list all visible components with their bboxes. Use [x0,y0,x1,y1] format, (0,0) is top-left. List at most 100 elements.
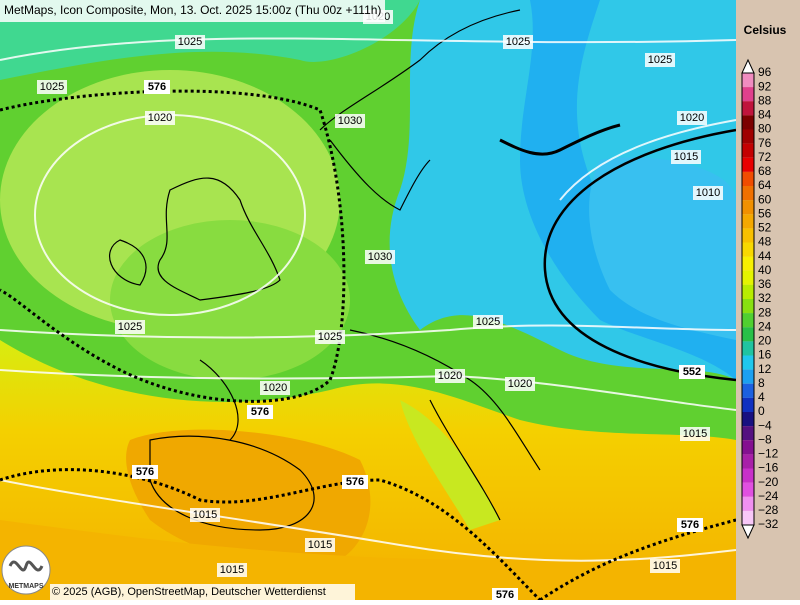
isobar-label: 1015 [308,539,332,551]
isobars [0,37,737,562]
title-background [0,0,385,22]
isobar-label: 1025 [506,36,530,48]
isobar-label-box [335,114,365,128]
colorbar-label: 60 [758,192,772,206]
colorbar-segment [742,496,754,511]
colorbar-label: 16 [758,348,772,362]
height-labels: 576 576 576 576 552 576 576 [132,80,705,602]
isobar-label-box [37,80,67,94]
colorbar-label: −12 [758,447,779,461]
colorbar-segment [742,200,754,215]
colorbar-segment [742,468,754,483]
height-label-box [679,365,705,379]
legend-title: Celsius [744,23,787,37]
colorbar-label: −4 [758,418,772,432]
colorbar-label: −8 [758,432,772,446]
colorbar-label: 92 [758,79,772,93]
colorbar-label: 64 [758,178,772,192]
colorbar-label: 56 [758,206,772,220]
colorbar-segment [742,73,754,88]
isobar-label: 1030 [338,115,362,127]
isobar-label: 1020 [263,382,287,394]
isobar-label: 1015 [653,560,677,572]
colorbar-label: 36 [758,277,772,291]
colorbar-label: 4 [758,390,765,404]
colorbar-segment [742,186,754,201]
isobar-label: 1020 [680,112,704,124]
isobar-label-box [305,538,335,552]
colorbar-label: 28 [758,305,772,319]
height-label-box [247,405,273,419]
colorbar-segment [742,482,754,497]
isobar-label: 1020 [508,378,532,390]
colorbar-label: 12 [758,362,772,376]
isobar-label-box [677,111,707,125]
logo: METMAPS [1,545,51,595]
colorbar-segment [742,397,754,412]
colorbar-segment [742,87,754,102]
isobar-label: 1025 [40,81,64,93]
colorbar-segment [742,101,754,116]
isobar-label-box [145,111,175,125]
isobar-label: 1025 [318,331,342,343]
height-label-box [144,80,170,94]
height-contours [0,89,737,602]
colorbar-label: 80 [758,122,772,136]
height-label: 576 [681,519,699,531]
height-label-box [342,475,368,489]
isobar-label: 1025 [118,321,142,333]
isobar-label-box [217,563,247,577]
height-label-box [132,465,158,479]
isobar-label-box [645,53,675,67]
isobar-label-box [503,35,533,49]
colorbar-segment [742,242,754,257]
colorbar-label: 40 [758,263,772,277]
isobar-label: 1015 [193,509,217,521]
height-contour-552 [543,128,737,382]
isobar-label-box [505,377,535,391]
colorbar-label: 88 [758,93,772,107]
colorbar-segment [742,256,754,271]
colorbar-label: 52 [758,221,772,235]
isobar-label: 1030 [368,251,392,263]
isobar-label-box [671,150,701,164]
colorbar-segment [742,341,754,356]
map-title: MetMaps, Icon Composite, Mon, 13. Oct. 2… [4,3,381,17]
colorbar-label: 96 [758,65,772,79]
colorbar-segment [742,115,754,130]
isobar-label-box [365,250,395,264]
colorbar-label: 8 [758,376,765,390]
colorbar-segment [742,440,754,455]
logo-text: METMAPS [9,583,44,590]
colorbar-segment [742,510,754,525]
colorbar-label: 72 [758,150,772,164]
isobar-label-box [693,186,723,200]
colorbar-label: 44 [758,249,772,263]
isobar-label: 1020 [438,370,462,382]
isobar-label-box [190,508,220,522]
colorbar-segment [742,355,754,370]
colorbar-label: −16 [758,461,779,475]
height-label: 552 [683,366,701,378]
colorbar-label: 0 [758,404,765,418]
colorbar-segment [742,157,754,172]
colorbar-label: 48 [758,235,772,249]
isobar-label: 1025 [648,54,672,66]
map-background [0,0,736,600]
isobar-label-box [175,35,205,49]
colorbar-segment [742,284,754,299]
colorbar-label: −20 [758,475,779,489]
isobar-label: 1025 [178,36,202,48]
isobar-label: 1020 [148,112,172,124]
isobar-label-box [315,330,345,344]
colorbar-segment [742,313,754,328]
isobar-label: 1015 [220,564,244,576]
colorbar-segment [742,454,754,469]
colorbar: 9692888480767268646056524844403632282420… [741,58,779,540]
colorbar-segment [742,369,754,384]
colorbar-segment [742,171,754,186]
isobar-label-box [260,381,290,395]
isobar-label-box [115,320,145,334]
